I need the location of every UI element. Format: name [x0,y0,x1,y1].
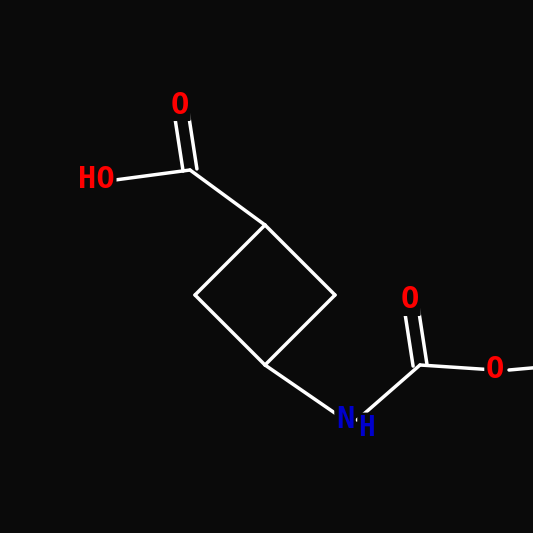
Text: O: O [486,356,504,384]
Text: O: O [401,286,419,314]
Text: N: N [336,406,354,434]
Text: H: H [359,414,375,442]
Text: HO: HO [78,166,115,195]
Text: O: O [171,91,189,119]
